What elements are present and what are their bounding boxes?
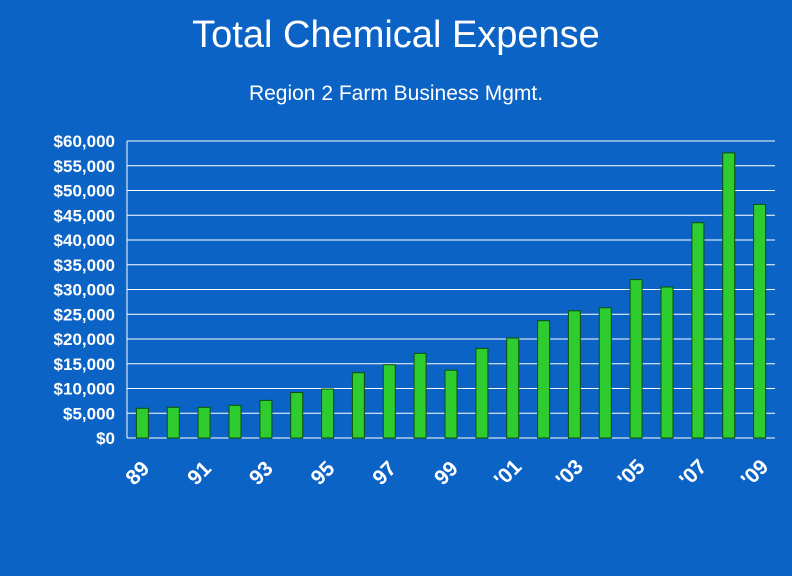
x-tick-label: 99 <box>430 457 463 490</box>
y-tick-label: $15,000 <box>54 355 115 374</box>
chart-title: Total Chemical Expense <box>192 14 600 56</box>
x-tick-label: 89 <box>121 457 154 490</box>
bar-01 <box>506 337 520 439</box>
bar-05 <box>629 279 643 439</box>
x-tick-label: 93 <box>245 457 278 490</box>
chart-subtitle: Region 2 Farm Business Mgmt. <box>248 82 544 105</box>
y-tick-label: $20,000 <box>54 330 115 349</box>
bar-90 <box>166 406 180 439</box>
x-tick-label: '05 <box>613 455 650 492</box>
bar-97 <box>382 364 396 439</box>
x-tick-label: 91 <box>183 457 216 490</box>
bar-02 <box>537 320 551 439</box>
bar-06 <box>660 286 674 439</box>
y-tick-label: $10,000 <box>54 380 115 399</box>
x-tick-label: 97 <box>368 457 401 490</box>
bar-08 <box>722 152 736 439</box>
bar-89 <box>135 407 149 439</box>
y-tick-label: $35,000 <box>54 256 115 275</box>
x-tick-label: '09 <box>737 455 773 491</box>
y-tick-label: $25,000 <box>54 305 115 324</box>
x-tick-label: 95 <box>307 457 340 490</box>
y-tick-label: $55,000 <box>54 157 115 176</box>
y-tick-label: $0 <box>96 429 115 448</box>
x-tick-label: '07 <box>675 455 711 491</box>
y-tick-label: $5,000 <box>63 404 115 423</box>
y-tick-label: $40,000 <box>54 231 115 250</box>
bar-95 <box>321 388 335 439</box>
bar-96 <box>351 372 365 439</box>
y-tick-label: $30,000 <box>54 281 115 300</box>
bar-04 <box>598 307 612 439</box>
y-tick-label: $50,000 <box>54 182 115 201</box>
bar-03 <box>567 310 581 439</box>
bar-09 <box>753 203 767 439</box>
bar-00 <box>475 347 489 439</box>
bar-91 <box>197 406 211 439</box>
x-tick-label: '01 <box>490 455 527 492</box>
y-tick-label: $45,000 <box>54 206 115 225</box>
bar-94 <box>290 392 304 439</box>
bar-07 <box>691 222 705 439</box>
bar-93 <box>259 399 273 439</box>
bar-99 <box>444 369 458 439</box>
y-tick-label: $60,000 <box>54 132 115 151</box>
bar-98 <box>413 352 427 439</box>
x-tick-label: '03 <box>552 455 588 491</box>
bar-92 <box>228 404 242 439</box>
